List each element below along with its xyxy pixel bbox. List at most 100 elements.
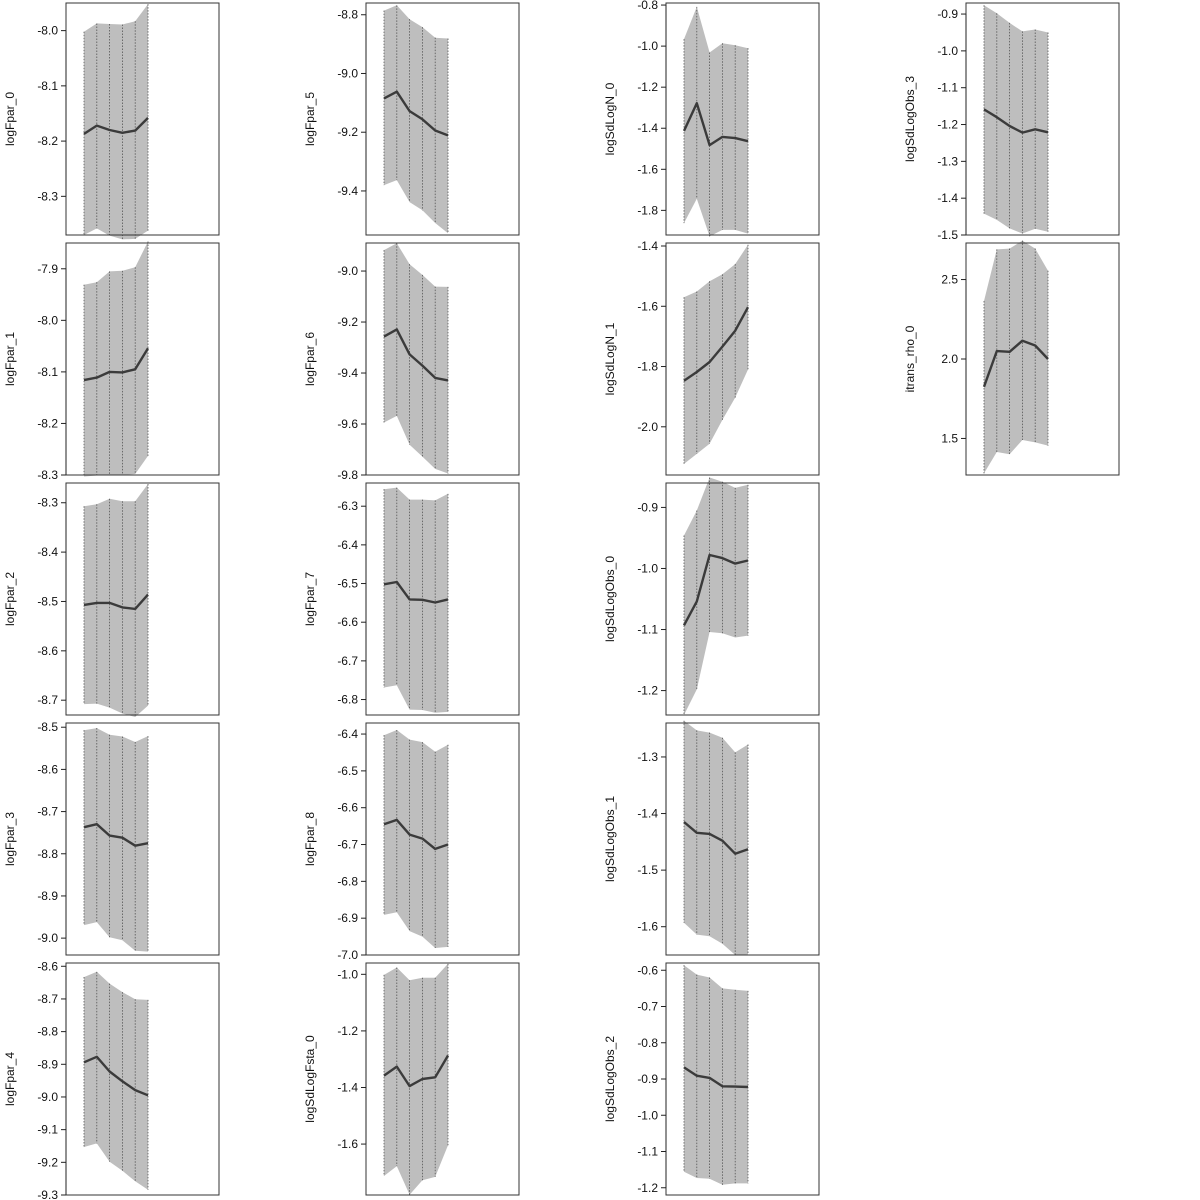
y-tick-label: -1.2 xyxy=(637,80,658,94)
y-tick-label: 2.0 xyxy=(941,352,958,366)
y-axis-label: logSdLogObs_0 xyxy=(603,556,617,642)
mean-line xyxy=(83,593,149,611)
panel-logSdLogN_0: -0.8 -1.0 -1.2 -1.4 -1.6 -1.8 logSdLogN_0 xyxy=(603,0,820,237)
mean-line xyxy=(383,580,449,604)
y-tick-label: -0.8 xyxy=(637,0,658,12)
mean-line xyxy=(383,1054,450,1088)
y-tick-label: -8.7 xyxy=(37,805,58,819)
y-axis-label: logFpar_3 xyxy=(3,812,17,866)
y-axis-label: logFpar_8 xyxy=(303,812,317,866)
y-tick-label: -6.6 xyxy=(337,615,358,629)
y-tick-label: -0.7 xyxy=(637,1000,658,1014)
y-tick-label: -9.3 xyxy=(37,1188,58,1200)
y-tick-label: -0.8 xyxy=(637,1036,658,1050)
panel-logFpar_2: -8.3 -8.4 -8.5 -8.6 -8.7 logFpar_2 xyxy=(3,482,220,717)
y-tick-label: -8.1 xyxy=(37,365,58,379)
confidence-band xyxy=(84,241,148,477)
y-tick-label: -8.9 xyxy=(37,1057,58,1071)
y-tick-label: -6.8 xyxy=(337,693,358,707)
confidence-band xyxy=(384,963,448,1195)
y-tick-label: -8.9 xyxy=(37,889,58,903)
confidence-band xyxy=(84,728,148,952)
y-tick-label: -9.4 xyxy=(337,184,358,198)
confidence-band xyxy=(384,243,448,474)
panel-logSdLogObs_0: -0.9 -1.0 -1.1 -1.2 logSdLogObs_0 xyxy=(603,477,820,716)
y-tick-label: -1.6 xyxy=(637,299,658,313)
confidence-band xyxy=(684,477,748,715)
y-tick-label: -8.1 xyxy=(37,79,58,93)
panel-logFpar_7: -6.3 -6.4 -6.5 -6.6 -6.7 -6.8 logFpar_7 xyxy=(303,482,520,716)
mean-line xyxy=(682,101,749,147)
mean-line xyxy=(683,1066,749,1089)
y-tick-label: -9.6 xyxy=(337,417,358,431)
y-tick-label: -2.0 xyxy=(637,420,658,434)
confidence-band xyxy=(384,730,448,948)
mean-line xyxy=(83,117,149,135)
y-tick-label: -6.3 xyxy=(337,499,358,513)
y-tick-label: 2.5 xyxy=(941,273,958,287)
y-tick-label: -1.1 xyxy=(637,623,658,637)
y-tick-label: -8.0 xyxy=(37,24,58,38)
mean-line xyxy=(83,1055,149,1097)
y-tick-label: -0.9 xyxy=(937,7,958,21)
y-tick-label: -1.1 xyxy=(937,81,958,95)
y-axis-label: logSdLogObs_1 xyxy=(603,796,617,882)
y-tick-label: -8.6 xyxy=(37,959,58,973)
y-tick-label: -0.6 xyxy=(637,963,658,977)
y-tick-label: -1.0 xyxy=(937,44,958,58)
y-tick-label: -8.4 xyxy=(37,545,58,559)
y-tick-label: -1.4 xyxy=(937,191,958,205)
y-tick-label: -0.9 xyxy=(637,1072,658,1086)
y-tick-label: -7.9 xyxy=(37,262,58,276)
y-axis-label: logFpar_1 xyxy=(3,332,17,386)
y-axis-label: logFpar_4 xyxy=(3,1052,17,1106)
mean-line xyxy=(383,90,449,137)
y-tick-label: -7.0 xyxy=(337,948,358,962)
y-tick-label: -8.6 xyxy=(37,762,58,776)
y-tick-label: -1.2 xyxy=(337,1024,358,1038)
y-tick-label: -1.2 xyxy=(937,118,958,132)
panel-logSdLogObs_2: -0.6 -0.7 -0.8 -0.9 -1.0 -1.1 -1.2 logSdLogObs_… xyxy=(603,962,820,1196)
y-tick-label: -6.7 xyxy=(337,838,358,852)
y-tick-label: -1.2 xyxy=(637,684,658,698)
y-axis-label: logFpar_7 xyxy=(303,572,317,626)
y-tick-label: -6.4 xyxy=(337,538,358,552)
y-tick-label: -9.0 xyxy=(37,1090,58,1104)
y-axis-label: logSdLogN_0 xyxy=(603,82,617,155)
y-tick-label: -9.2 xyxy=(337,125,358,139)
y-tick-label: -8.8 xyxy=(37,847,58,861)
y-tick-label: -6.6 xyxy=(337,801,358,815)
y-tick-label: -9.0 xyxy=(337,66,358,80)
y-tick-label: -1.6 xyxy=(337,1137,358,1151)
confidence-band xyxy=(84,4,148,240)
y-tick-label: -1.8 xyxy=(637,203,658,217)
y-tick-label: -8.2 xyxy=(37,134,58,148)
y-tick-label: -8.5 xyxy=(37,720,58,734)
y-tick-label: -1.4 xyxy=(637,121,658,135)
panel-logFpar_8: -6.4 -6.5 -6.6 -6.7 -6.8 -6.9 -7.0 logFpar_8 xyxy=(303,722,520,962)
panel-logSdLogFsta_0: -1.0 -1.2 -1.4 -1.6 logSdLogFsta_0 xyxy=(303,962,520,1196)
mean-line xyxy=(83,823,149,847)
y-tick-label: 1.5 xyxy=(941,431,958,445)
y-tick-label: -9.1 xyxy=(37,1123,58,1137)
y-tick-label: -1.4 xyxy=(337,1080,358,1094)
y-tick-label: -1.0 xyxy=(337,967,358,981)
panel-logSdLogObs_3: -0.9 -1.0 -1.1 -1.2 -1.3 -1.4 -1.5 logSdLogObs_… xyxy=(903,2,1120,242)
y-axis-label: logSdLogFsta_0 xyxy=(303,1035,317,1123)
y-tick-label: -0.9 xyxy=(637,500,658,514)
y-tick-label: -9.2 xyxy=(37,1155,58,1169)
y-axis-label: logFpar_5 xyxy=(303,92,317,146)
y-tick-label: -1.4 xyxy=(637,807,658,821)
confidence-band xyxy=(384,5,448,234)
y-tick-label: -8.3 xyxy=(37,189,58,203)
panel-logFpar_0: -8.0 -8.1 -8.2 -8.3 logFpar_0 xyxy=(3,2,220,240)
panel-logFpar_4: -8.6 -8.7 -8.8 -8.9 -9.0 -9.1 -9.2 -9.3 logFpar_… xyxy=(3,959,220,1200)
y-tick-label: -6.4 xyxy=(337,727,358,741)
y-tick-label: -9.4 xyxy=(337,366,358,380)
panel-logFpar_1: -7.9 -8.0 -8.1 -8.2 -8.3 logFpar_1 xyxy=(3,241,220,482)
y-tick-label: -1.0 xyxy=(637,561,658,575)
mean-line xyxy=(982,339,1049,388)
y-tick-label: -1.2 xyxy=(637,1181,658,1195)
y-tick-label: -8.5 xyxy=(37,594,58,608)
y-tick-label: -6.8 xyxy=(337,874,358,888)
